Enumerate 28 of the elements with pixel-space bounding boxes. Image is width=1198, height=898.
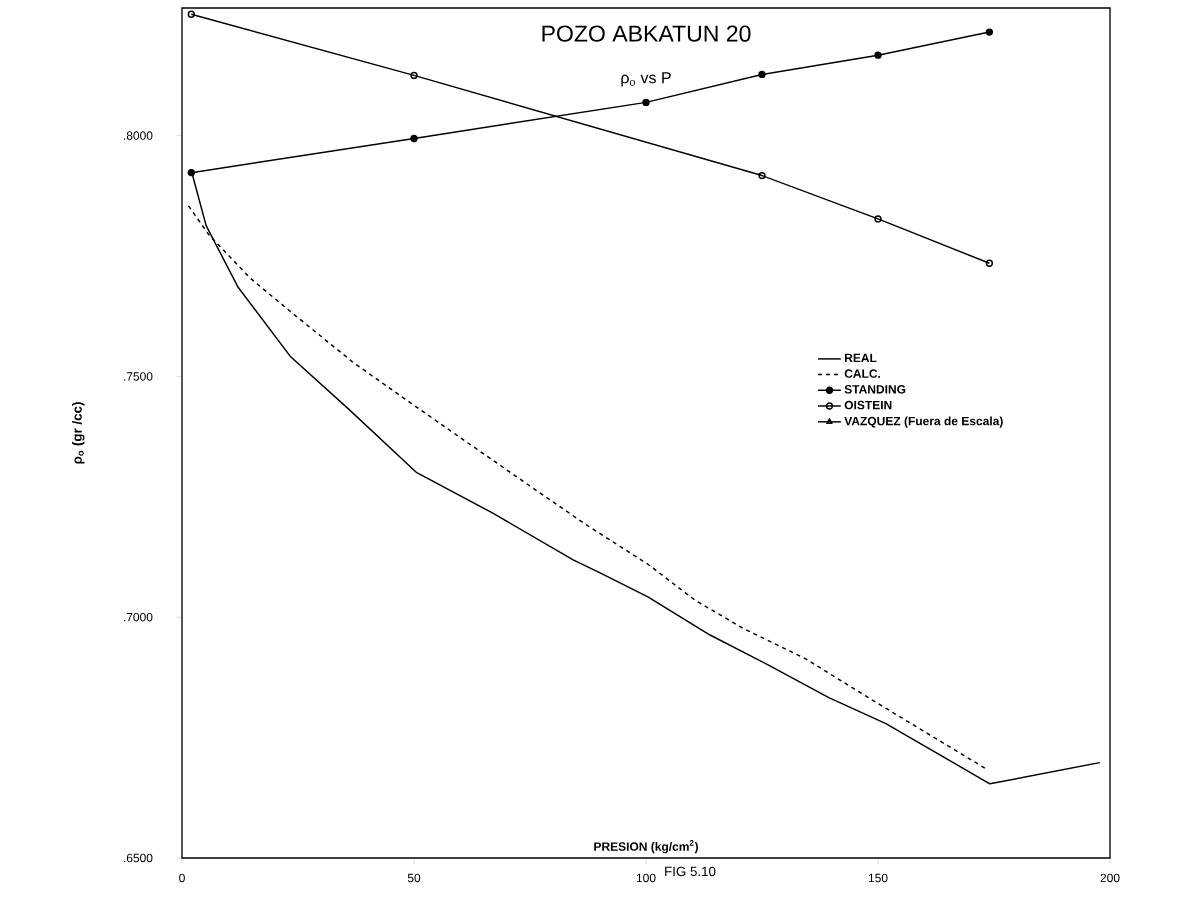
x-tick-label: 150: [868, 873, 888, 883]
point: [410, 71, 418, 80]
x-tick-label: 0: [179, 873, 185, 883]
point: [187, 169, 195, 177]
text: ρ$_{o}$ vs P: [621, 72, 671, 87]
legend-label: CALC.: [844, 369, 881, 378]
point: [985, 28, 994, 36]
text: POZO ABKATUN 20: [542, 25, 751, 42]
x-tick-label: 200: [1100, 873, 1120, 883]
x-tick-label: 50: [407, 873, 421, 883]
point: [758, 70, 766, 79]
legend-label: OISTEIN: [844, 400, 892, 410]
x-axis-title: PRESION (kg/cm$^{2}$): [594, 840, 698, 854]
y-tick-label: .8000: [124, 131, 153, 140]
x-tick-label: 100: [636, 873, 656, 883]
y-tick-label: .6500: [124, 853, 153, 863]
y-axis-title: ρ$_{o}$ (gr /cc): [72, 402, 85, 464]
y-tick-label: .7500: [124, 372, 153, 381]
legend-label: VAZQUEZ (Fuera de Escala): [844, 416, 1003, 428]
point: [410, 134, 418, 143]
point: [874, 51, 882, 59]
legend-label: STANDING: [844, 385, 906, 394]
point: [642, 98, 650, 107]
caption: FIG 5.10: [665, 866, 716, 877]
y-tick-label: .7000: [124, 612, 153, 622]
point: [758, 171, 766, 180]
legend-label: REAL: [845, 353, 877, 363]
point: [874, 215, 882, 223]
